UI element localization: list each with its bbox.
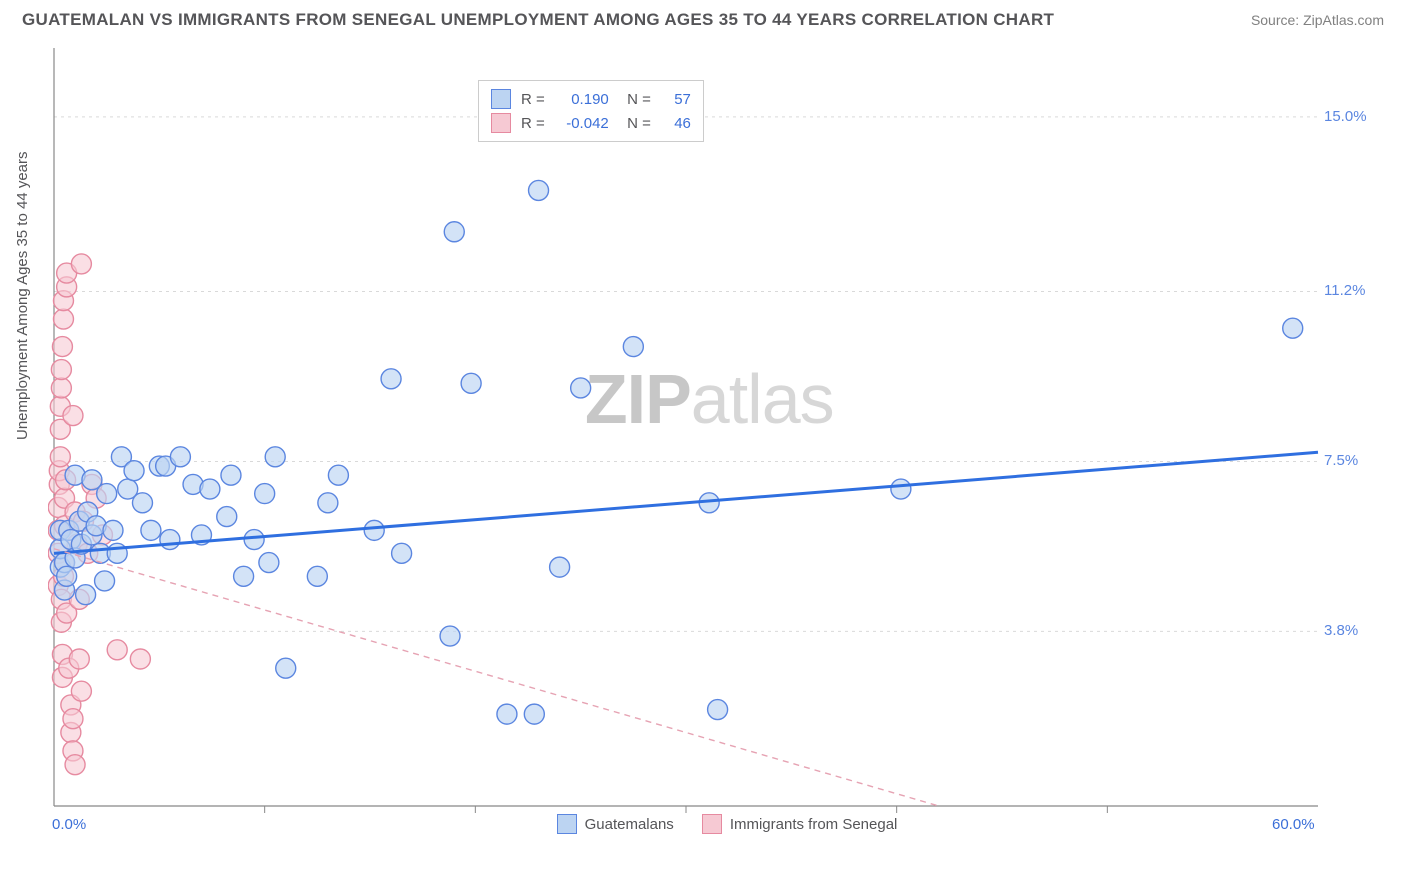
legend-label: Immigrants from Senegal (730, 816, 898, 833)
y-axis-label: Unemployment Among Ages 35 to 44 years (14, 151, 31, 440)
correlation-row: R = -0.042 N = 46 (491, 111, 691, 135)
plot-area: ZIPatlas R =0.190 N =57R =-0.042 N =46 3… (48, 40, 1406, 840)
n-value: 46 (661, 115, 691, 132)
r-value: 0.190 (555, 91, 609, 108)
correlation-legend: R = 0.190 N = 57 R = -0.042 N = 46 (478, 80, 704, 142)
y-tick-label: 11.2% (1324, 282, 1365, 299)
series-legend: Guatemalans Immigrants from Senegal (48, 814, 1406, 834)
stat-label: N = (619, 115, 651, 132)
r-value: -0.042 (555, 115, 609, 132)
legend-label: Guatemalans (585, 816, 674, 833)
n-value: 57 (661, 91, 691, 108)
legend-swatch (557, 814, 577, 834)
scatter-chart (48, 40, 1378, 840)
legend-swatch (702, 814, 722, 834)
source-attribution: Source: ZipAtlas.com (1251, 12, 1384, 28)
correlation-row: R = 0.190 N = 57 (491, 87, 691, 111)
stat-label: R = (521, 115, 545, 132)
stat-label: N = (619, 91, 651, 108)
stat-label: R = (521, 91, 545, 108)
chart-title: GUATEMALAN VS IMMIGRANTS FROM SENEGAL UN… (22, 10, 1054, 30)
legend-item: Guatemalans (557, 814, 674, 834)
y-tick-label: 15.0% (1324, 108, 1367, 125)
legend-item: Immigrants from Senegal (702, 814, 898, 834)
y-tick-label: 7.5% (1324, 452, 1358, 469)
legend-swatch (491, 89, 511, 109)
legend-swatch (491, 113, 511, 133)
y-tick-label: 3.8% (1324, 622, 1358, 639)
